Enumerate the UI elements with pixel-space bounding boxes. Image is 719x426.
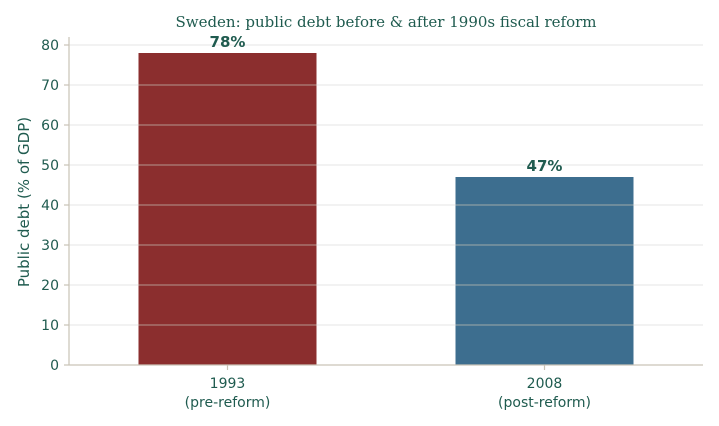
x-ticks: 1993 (pre-reform) 2008 (post-reform) xyxy=(185,365,591,411)
y-tick-label: 10 xyxy=(41,318,59,334)
data-labels: 78% 47% xyxy=(210,33,563,175)
y-axis-label: Public debt (% of GDP) xyxy=(15,117,33,287)
bar xyxy=(138,53,317,365)
y-tick-label: 50 xyxy=(41,158,59,174)
bar xyxy=(455,177,634,365)
x-tick-sublabel: (post-reform) xyxy=(498,395,591,411)
x-tick-label: 2008 xyxy=(527,376,563,392)
bar-gridlines xyxy=(138,84,634,326)
data-label: 78% xyxy=(210,33,246,51)
y-tick-label: 80 xyxy=(41,38,59,54)
chart-title: Sweden: public debt before & after 1990s… xyxy=(175,13,596,31)
y-tick-label: 0 xyxy=(50,358,59,374)
x-tick-label: 1993 xyxy=(210,376,246,392)
y-tick-label: 20 xyxy=(41,278,59,294)
bars xyxy=(138,53,634,365)
y-tick-label: 70 xyxy=(41,78,59,94)
y-ticks: 0 10 20 30 40 50 60 70 80 xyxy=(41,38,69,374)
data-label: 47% xyxy=(527,157,563,175)
axes xyxy=(68,37,703,366)
y-tick-label: 30 xyxy=(41,238,59,254)
y-tick-label: 40 xyxy=(41,198,59,214)
y-tick-label: 60 xyxy=(41,118,59,134)
x-tick-sublabel: (pre-reform) xyxy=(185,395,271,411)
